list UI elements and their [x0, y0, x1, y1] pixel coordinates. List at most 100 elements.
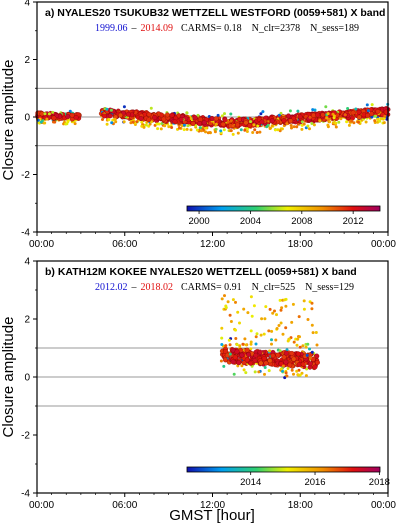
- data-point: [283, 350, 289, 356]
- data-point: [248, 360, 254, 366]
- data-point: [245, 130, 249, 133]
- data-point: [284, 326, 288, 330]
- data-point: [295, 351, 301, 357]
- data-point: [364, 120, 368, 124]
- data-point: [308, 356, 312, 360]
- data-point: [144, 123, 148, 127]
- data-point: [226, 120, 230, 124]
- data-point: [339, 117, 343, 121]
- data-point: [254, 342, 258, 346]
- data-point: [375, 109, 381, 114]
- n-sess-value: N_sess=129: [305, 282, 354, 293]
- data-point: [285, 348, 289, 352]
- data-point: [295, 343, 299, 347]
- data-point: [261, 356, 267, 361]
- x-tick-label: 00:00: [371, 239, 396, 250]
- data-point: [195, 128, 199, 132]
- data-point: [279, 367, 283, 371]
- data-point: [219, 129, 223, 133]
- colorbar-label: 2018: [369, 477, 390, 488]
- data-point: [267, 358, 273, 364]
- data-point: [297, 114, 303, 120]
- data-point: [107, 113, 113, 119]
- data-point: [68, 109, 72, 113]
- data-point: [239, 128, 243, 132]
- data-point: [300, 120, 304, 124]
- data-point: [276, 128, 280, 132]
- colorbar-label: 2014: [240, 477, 261, 488]
- colorbar-a: [186, 205, 381, 212]
- data-point: [265, 125, 269, 129]
- data-point: [296, 109, 300, 113]
- data-point: [201, 120, 207, 126]
- data-point: [350, 110, 356, 116]
- data-point: [125, 111, 131, 117]
- data-point: [101, 118, 104, 121]
- data-point: [267, 329, 271, 333]
- data-point: [275, 327, 279, 330]
- y-tick-label: 4: [24, 257, 30, 268]
- data-point: [292, 372, 295, 376]
- data-point: [288, 109, 292, 113]
- data-point: [149, 106, 153, 110]
- data-point: [306, 124, 310, 128]
- data-point: [365, 113, 371, 118]
- data-point: [156, 127, 160, 131]
- data-point: [198, 126, 202, 130]
- x-tick-label: 00:00: [371, 500, 396, 511]
- data-point: [305, 367, 309, 371]
- data-point: [253, 128, 257, 132]
- data-point: [274, 338, 278, 342]
- data-point: [246, 352, 252, 357]
- data-point: [326, 112, 330, 116]
- data-point: [270, 329, 274, 333]
- data-point: [204, 126, 208, 130]
- data-point: [281, 354, 287, 360]
- panel-b: -4 -2 0 2 4 00:00 06:00 12:00 18:00 00:00 b) KATH1…: [21, 257, 396, 512]
- data-point: [257, 349, 263, 355]
- data-point: [295, 369, 299, 373]
- data-point: [231, 298, 235, 302]
- data-point: [310, 301, 314, 305]
- data-point: [328, 120, 332, 124]
- data-point: [249, 340, 253, 344]
- data-point: [320, 112, 326, 118]
- y-axis-label-b: Closure amplitude: [0, 317, 17, 438]
- data-point: [73, 115, 79, 120]
- data-point: [219, 359, 223, 363]
- data-point: [287, 337, 291, 341]
- data-point: [228, 352, 232, 356]
- data-point: [109, 108, 113, 112]
- data-point: [73, 122, 77, 126]
- data-point: [343, 113, 347, 117]
- data-point: [277, 324, 281, 327]
- data-point: [346, 107, 350, 110]
- date-separator: –: [131, 282, 138, 293]
- data-point: [310, 122, 314, 125]
- y-tick-label: -4: [21, 228, 30, 239]
- data-point: [268, 127, 272, 130]
- data-point: [148, 122, 152, 126]
- data-point: [118, 112, 123, 118]
- colorbar-label: 2016: [304, 477, 325, 488]
- data-point: [164, 112, 170, 118]
- data-point: [350, 115, 355, 121]
- data-point: [304, 374, 308, 378]
- data-point: [383, 114, 387, 118]
- data-point: [140, 120, 144, 124]
- data-point: [231, 132, 235, 136]
- x-tick-label: 06:00: [112, 239, 137, 250]
- data-point: [129, 121, 133, 125]
- data-point: [39, 120, 43, 124]
- data-point: [253, 352, 259, 358]
- data-point: [290, 368, 294, 372]
- data-point: [220, 326, 224, 330]
- data-point: [228, 343, 232, 347]
- data-point: [280, 127, 284, 131]
- data-point: [311, 112, 316, 118]
- data-point: [251, 131, 255, 134]
- data-point: [332, 114, 336, 118]
- data-point: [170, 126, 174, 129]
- data-point: [232, 354, 238, 360]
